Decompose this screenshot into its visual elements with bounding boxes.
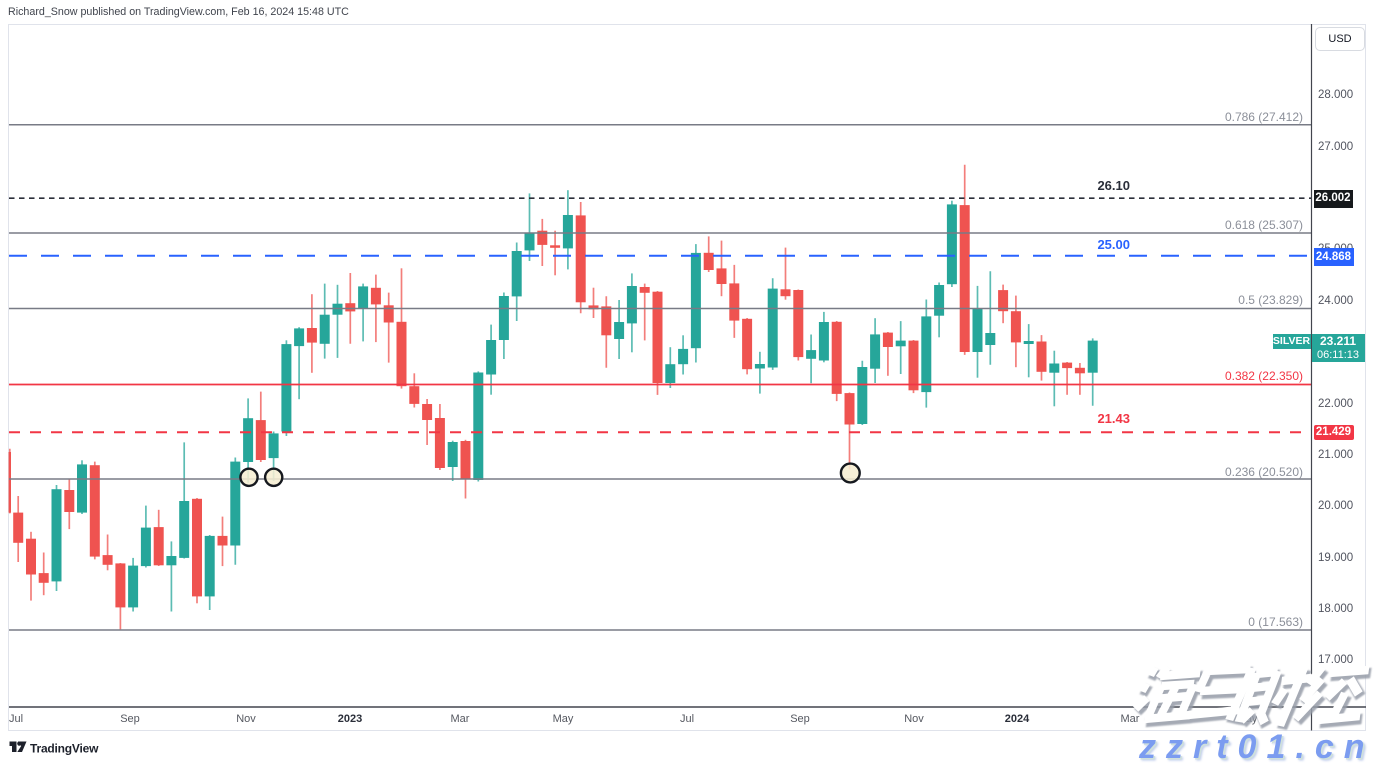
svg-text:TradingView: TradingView: [30, 741, 99, 755]
